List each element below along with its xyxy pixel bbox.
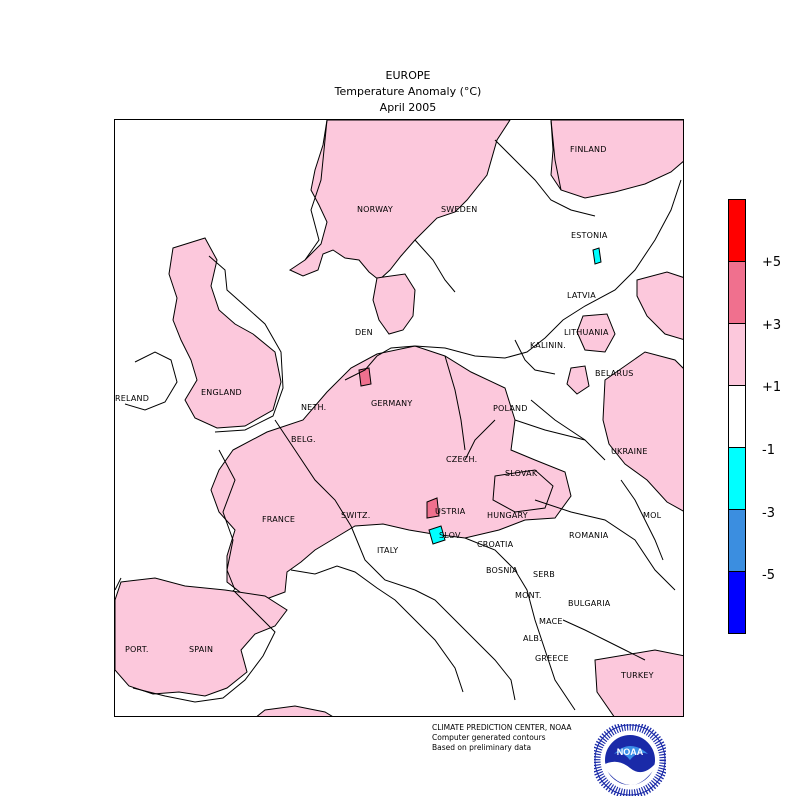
anomaly-area-finland [550,120,683,199]
label-hungary: HUNGARY [487,511,528,520]
label-belgium: BELG. [291,435,316,444]
map-frame: FINLAND NORWAY SWEDEN ESTONIA LATVIA LIT… [114,119,684,717]
map-title-block: EUROPE Temperature Anomaly (°C) April 20… [0,68,800,116]
legend-swatch-zero [728,385,746,448]
legend-label-minus3: -3 [762,506,775,521]
label-norway: NORWAY [357,205,393,214]
label-turkey: TURKEY [621,671,654,680]
label-poland: POLAND [493,404,528,413]
anomaly-area-scandinavia [288,120,511,281]
legend-label-plus3: +3 [762,318,782,333]
label-bosnia: BOSNIA [486,566,518,575]
legend-swatch-minus5 [728,571,746,634]
label-finland: FINLAND [570,145,607,154]
anomaly-area-russia-north [636,271,683,340]
label-latvia: LATVIA [567,291,596,300]
label-belarus: BELARUS [595,369,634,378]
label-albania: ALB. [523,634,542,643]
anomaly-area-uk [168,237,282,429]
label-romania: ROMANIA [569,531,609,540]
legend-swatch-plus1 [728,323,746,386]
credits-org: CLIMATE PREDICTION CENTER, NOAA [432,723,572,732]
anomaly-map [115,120,683,716]
label-estonia: ESTONIA [571,231,608,240]
label-slovenia: SLOV. [439,531,463,540]
legend-swatch-plus3 [728,261,746,324]
legend-swatch-plus5 [728,199,746,262]
label-sweden: SWEDEN [441,205,478,214]
coastlines [115,120,682,711]
label-lithuania: LITHUANIA [564,328,609,337]
label-greece: GREECE [535,654,569,663]
credits-block: CLIMATE PREDICTION CENTER, NOAA Computer… [432,723,571,753]
label-england: ENGLAND [201,388,242,397]
label-germany: GERMANY [371,399,413,408]
anomaly-area-austria-hot [426,497,440,519]
noaa-logo: NOAA [594,724,666,796]
label-slovakia: SLOVAK [505,469,538,478]
label-kaliningrad: KALININ. [530,341,566,350]
label-ireland: RELAND [115,394,150,403]
credits-method: Computer generated contours [432,733,546,742]
legend-label-plus1: +1 [762,380,782,395]
anomaly-area-estonia-cool [592,247,602,265]
label-france: FRANCE [262,515,296,524]
anomaly-area-belarus [566,365,590,395]
label-portugal: PORT. [125,645,149,654]
label-denmark: DEN [355,328,373,337]
label-montenegro: MONT. [515,591,542,600]
label-italy: ITALY [377,546,399,555]
color-legend [728,199,746,634]
label-serbia: SERB [533,570,555,579]
anomaly-area-lithuania [576,313,616,353]
anomaly-area-north-africa [256,705,333,716]
legend-swatch-minus1 [728,447,746,510]
label-netherlands: NETH. [301,403,327,412]
label-moldova: MOL [643,511,662,520]
legend-label-minus5: -5 [762,568,775,583]
label-bulgaria: BULGARIA [568,599,611,608]
anomaly-area-slovenia-cool [428,525,446,545]
legend-swatch-minus3 [728,509,746,572]
label-croatia: CROATIA [477,540,514,549]
variable-title: Temperature Anomaly (°C) [334,85,482,98]
label-austria: USTRIA [435,507,466,516]
credits-note: Based on preliminary data [432,743,532,752]
anomaly-area-ukraine [602,351,683,512]
legend-label-plus5: +5 [762,255,782,270]
label-switzerland: SWITZ. [341,511,371,520]
label-spain: SPAIN [189,645,214,654]
anomaly-area-denmark [372,273,416,335]
noaa-logo-text: NOAA [617,747,644,757]
label-macedonia: MACE [539,617,563,626]
anomaly-area-greece-east [594,649,683,716]
region-title: EUROPE [385,69,431,82]
period-title: April 2005 [379,101,437,114]
label-ukraine: UKRAINE [611,447,648,456]
label-czech: CZECH. [446,455,478,464]
legend-label-minus1: -1 [762,443,775,458]
anomaly-area-iberia [115,577,288,697]
anomaly-area-germany-hot [358,367,372,387]
